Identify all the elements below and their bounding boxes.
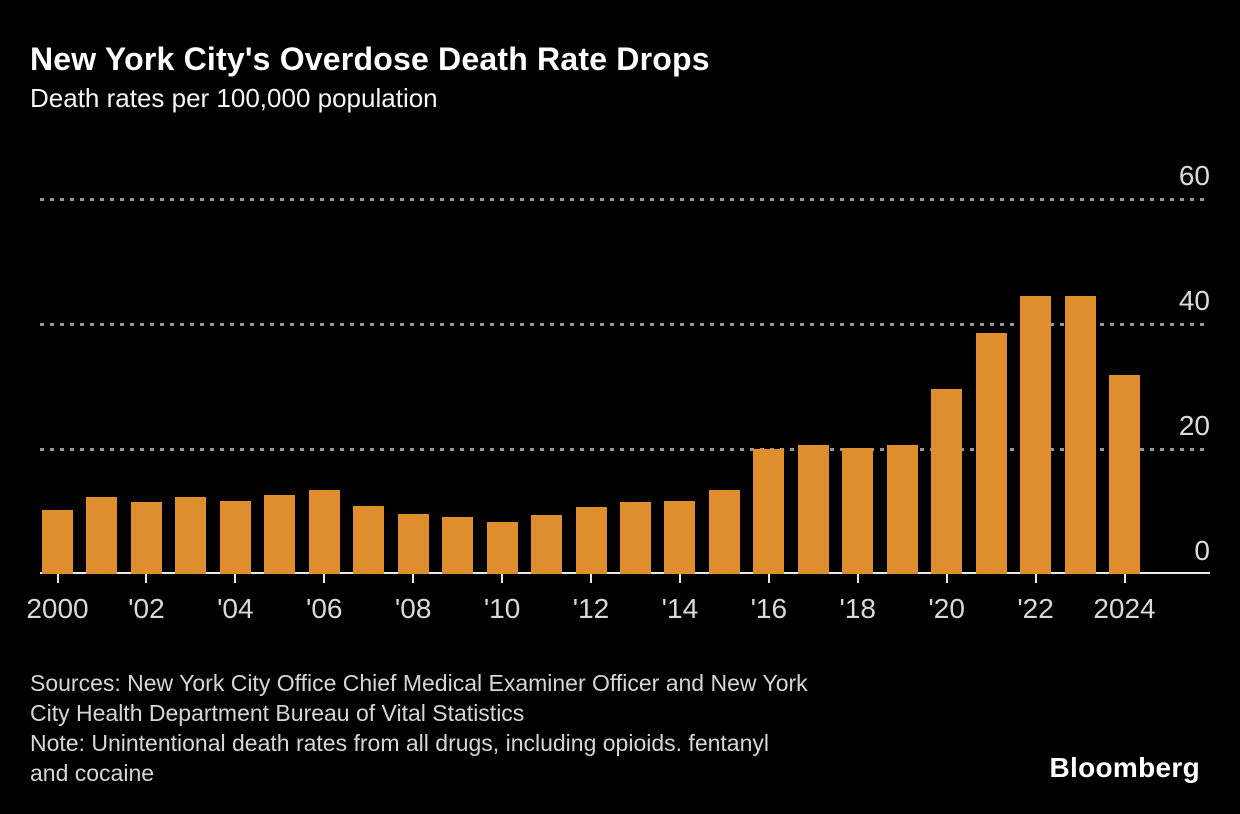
gridline-20 [40, 447, 1210, 451]
gridline-40 [40, 322, 1210, 326]
bar-2014 [664, 500, 696, 574]
chart-sources: Sources: New York City Office Chief Medi… [30, 670, 808, 726]
bar-2020 [931, 389, 963, 574]
x-tick-2008 [412, 574, 415, 583]
x-tick-2016 [767, 574, 770, 583]
bar-2005 [264, 495, 296, 574]
y-axis-label-40: 40 [1178, 285, 1210, 316]
bar-2021 [975, 332, 1007, 574]
x-axis-label-2016: '16 [750, 593, 788, 624]
x-tick-2012 [590, 574, 592, 583]
bloomberg-logo: Bloomberg [1049, 752, 1200, 783]
x-tick-2002 [145, 574, 148, 583]
bar-2010 [486, 522, 518, 574]
chart-title: New York City's Overdose Death Rate Drop… [30, 41, 710, 77]
x-tick-2010 [501, 574, 504, 583]
bar-2017 [797, 445, 829, 574]
bar-2011 [531, 515, 563, 574]
x-tick-2014 [678, 574, 681, 583]
x-axis-label-2004: '04 [217, 593, 254, 624]
bar-2002 [130, 501, 162, 574]
bar-2022 [1020, 295, 1052, 574]
bar-2013 [619, 502, 651, 574]
bar-2018 [842, 448, 874, 574]
bar-2007 [353, 505, 385, 574]
bar-2003 [175, 496, 207, 574]
bar-2000 [42, 510, 73, 574]
bar-2015 [708, 489, 740, 574]
x-axis-label-2006: '06 [306, 593, 343, 624]
bar-2024 [1109, 375, 1140, 574]
bar-2012 [575, 506, 607, 574]
x-axis-label-2012: '12 [572, 593, 610, 624]
x-axis-label-2020: '20 [928, 593, 965, 624]
x-axis-label-2010: '10 [483, 593, 521, 624]
y-axis-label-0: 0 [1194, 535, 1210, 566]
x-tick-2000 [56, 574, 59, 583]
gridline-60 [40, 197, 1210, 201]
x-tick-2006 [323, 574, 326, 583]
y-axis-label-20: 20 [1178, 410, 1210, 441]
x-tick-2018 [856, 574, 859, 583]
x-axis-label-2008: '08 [394, 593, 432, 624]
x-tick-2022 [1034, 574, 1037, 583]
chart-note: Note: Unintentional death rates from all… [30, 730, 769, 786]
bar-2001 [86, 497, 118, 574]
bar-2019 [886, 444, 918, 574]
x-tick-2004 [234, 574, 237, 583]
bar-2009 [442, 517, 474, 574]
bar-2023 [1064, 295, 1096, 574]
y-axis-label-60: 60 [1178, 160, 1210, 191]
x-axis-label-2014: '14 [661, 593, 699, 624]
x-axis-label-2002: '02 [128, 593, 165, 624]
chart-subtitle: Death rates per 100,000 population [30, 83, 438, 113]
x-tick-2020 [945, 574, 948, 583]
x-axis-label-2018: '18 [839, 593, 877, 624]
bar-2008 [397, 514, 429, 574]
x-tick-2024 [1123, 574, 1126, 583]
bar-2006 [308, 490, 340, 574]
bar-2004 [219, 500, 251, 574]
x-axis-label-2000: 2000 [26, 593, 89, 624]
bar-2016 [753, 449, 785, 574]
x-axis-label-2024: 2024 [1093, 593, 1156, 624]
x-axis-label-2022: '22 [1017, 593, 1054, 624]
